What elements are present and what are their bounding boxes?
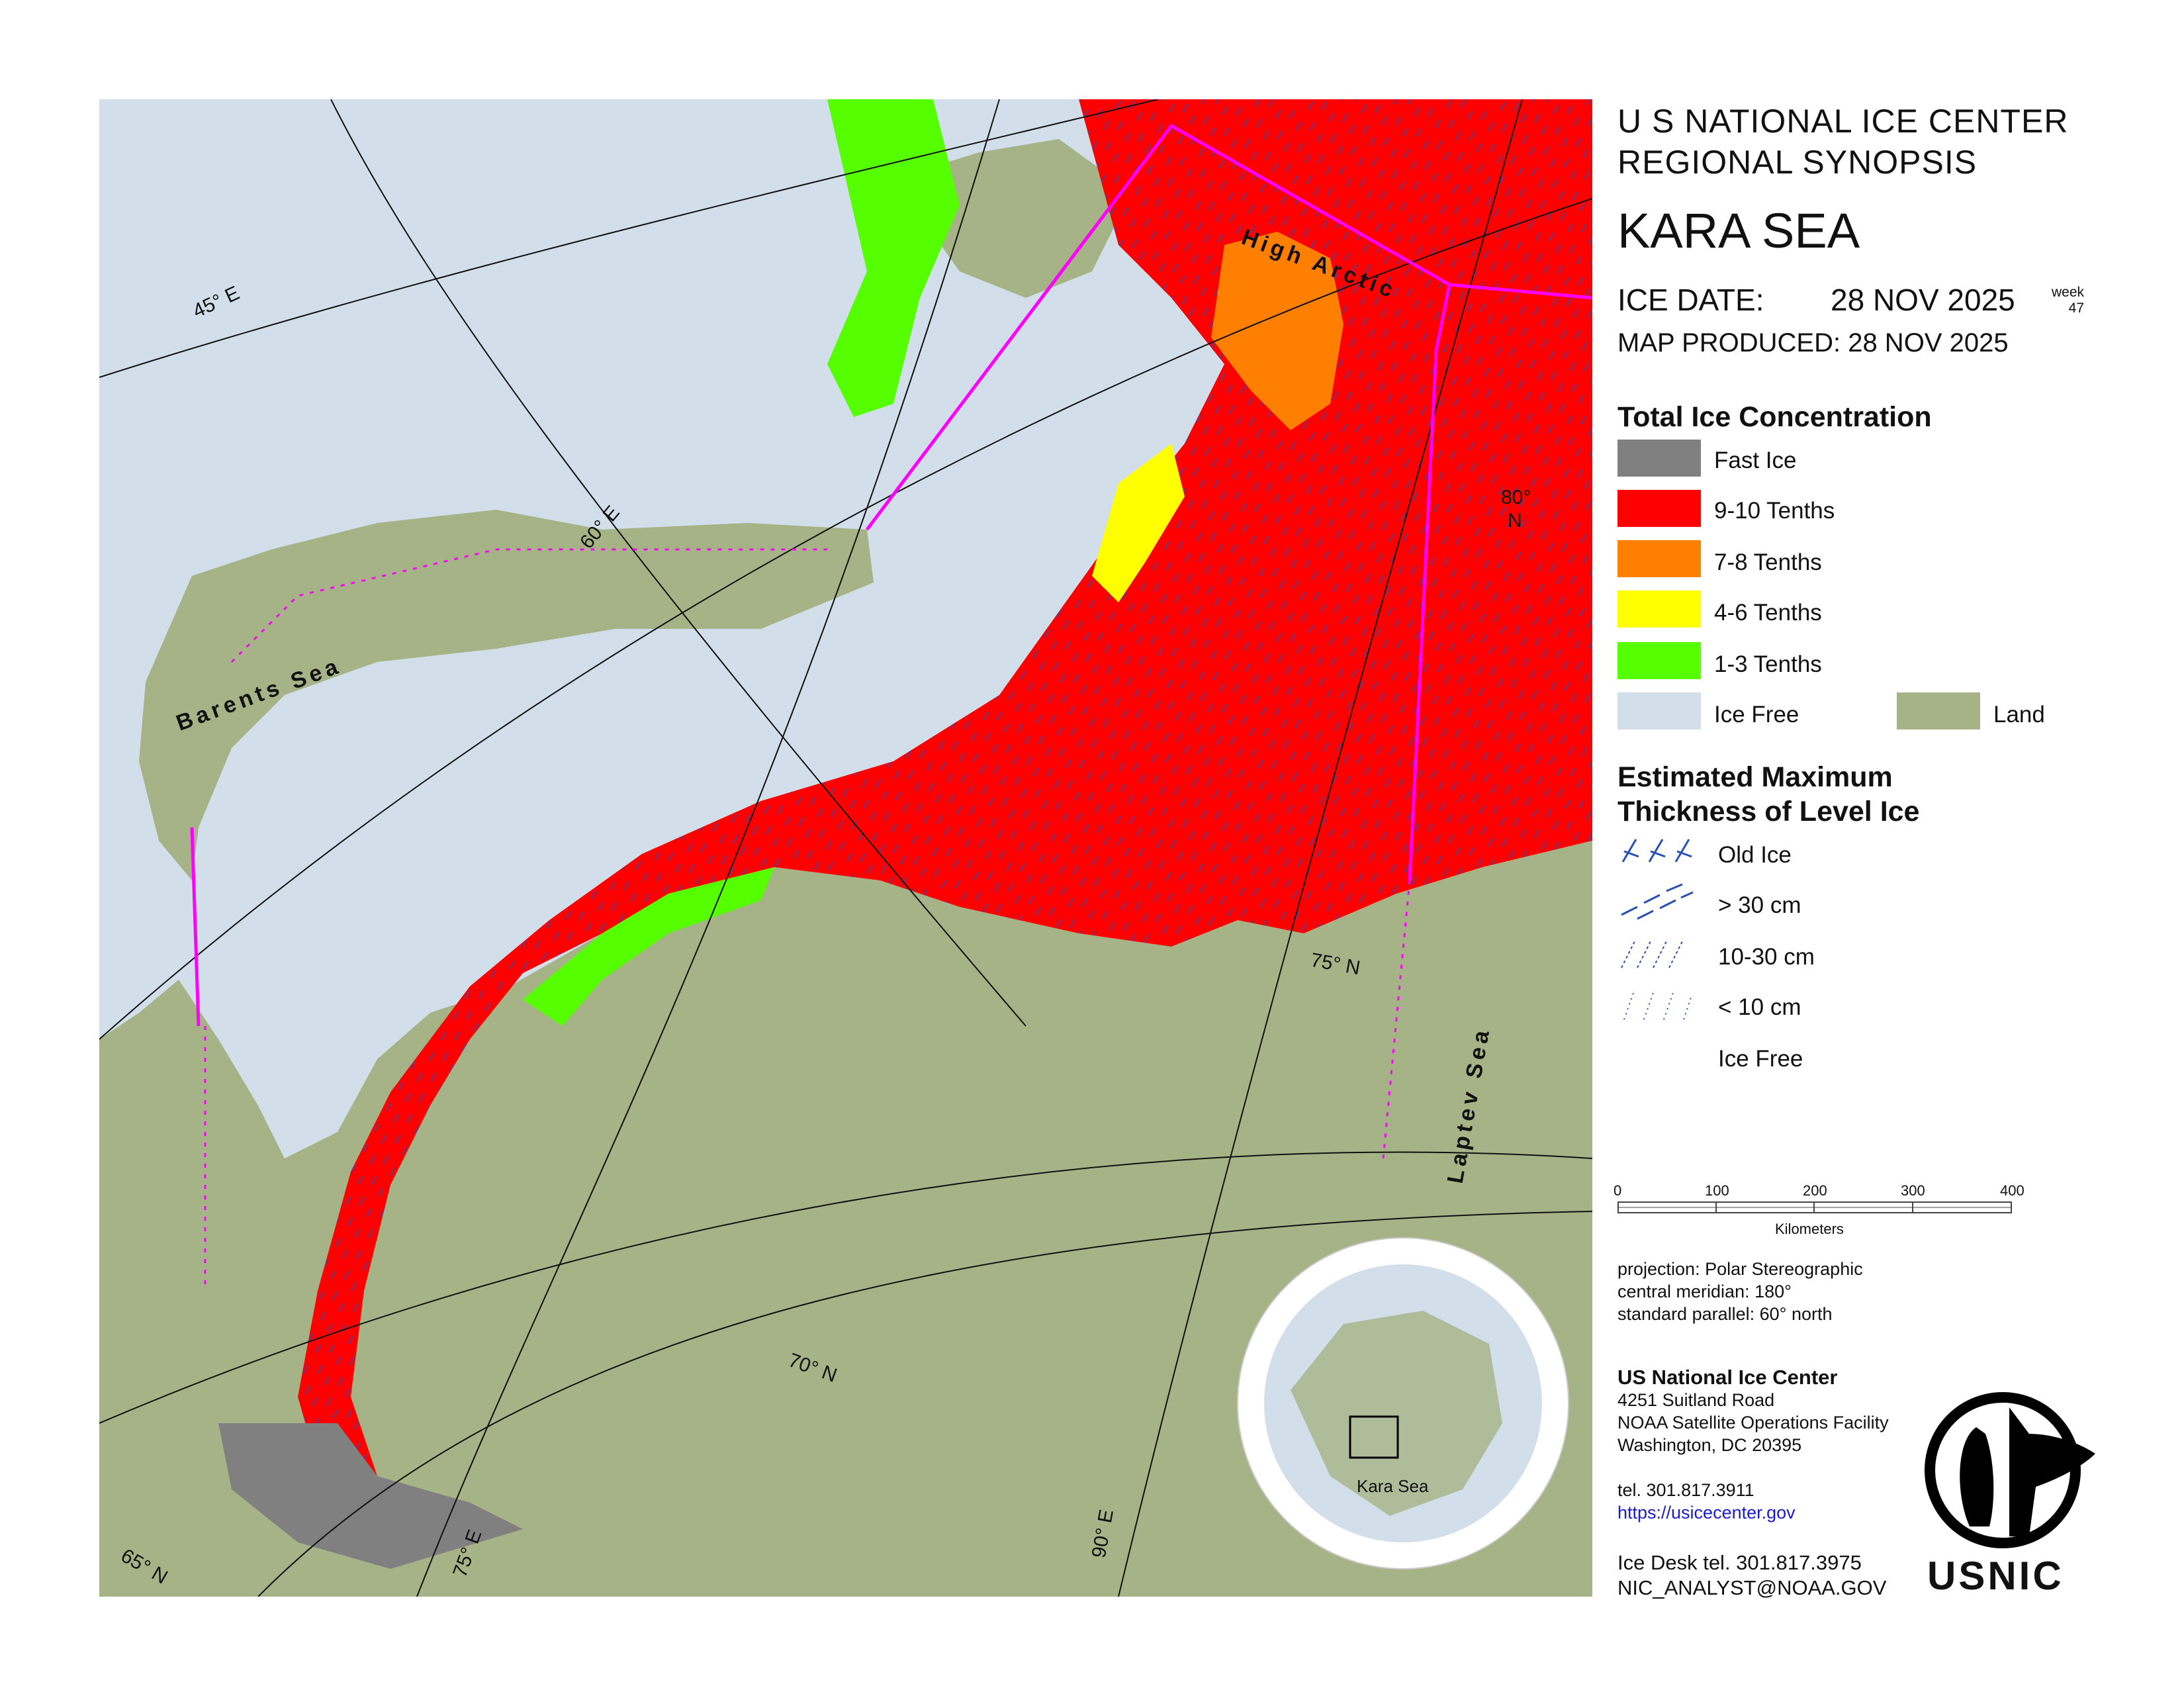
legend-9-10: 9-10 Tenths — [1714, 498, 1835, 524]
pattern-under-10 — [1623, 992, 1692, 1020]
scale-tick-400: 400 — [2000, 1182, 2025, 1199]
ice-desk-tel: Ice Desk tel. 301.817.3975 — [1617, 1551, 1862, 1574]
ice-map[interactable]: Barents Sea High Arctic Laptev Sea 45° E… — [99, 99, 1592, 1597]
legend-7-8: 7-8 Tenths — [1714, 549, 1822, 575]
org-line2: REGIONAL SYNOPSIS — [1617, 144, 1978, 181]
legend-4-6: 4-6 Tenths — [1714, 600, 1822, 626]
legend-old-ice: Old Ice — [1718, 842, 1792, 868]
contact-block: US National Ice Center 4251 Suitland Roa… — [1617, 1366, 1889, 1524]
week-label: week — [2052, 285, 2085, 300]
legend-under-10: < 10 cm — [1718, 994, 1801, 1020]
legend-ice-free: Ice Free — [1714, 702, 1799, 727]
contact-address3: Washington, DC 20395 — [1617, 1435, 1802, 1455]
swatch-4-6 — [1617, 590, 1701, 628]
projection-line1: projection: Polar Stereographic — [1617, 1259, 1863, 1279]
legend-thickness-ice-free: Ice Free — [1718, 1046, 1803, 1072]
contact-address1: 4251 Suitland Road — [1617, 1390, 1775, 1410]
projection-line3: standard parallel: 60° north — [1617, 1304, 1833, 1324]
contact-url-link[interactable]: https://usicecenter.gov — [1617, 1503, 1796, 1523]
pattern-10-30 — [1621, 941, 1683, 968]
swatch-ice-free — [1617, 692, 1701, 729]
ice-date-label: ICE DATE: — [1617, 283, 1764, 317]
graticule — [99, 99, 1592, 1597]
usnic-logo-text: USNIC — [1927, 1554, 2064, 1598]
thickness-title-line2: Thickness of Level Ice — [1617, 796, 1920, 827]
projection-info: projection: Polar Stereographic central … — [1617, 1258, 1863, 1325]
novaya-zemlya — [139, 510, 874, 880]
legend-10-30: 10-30 cm — [1718, 944, 1815, 970]
week-number: 47 — [2068, 301, 2085, 316]
scale-tick-300: 300 — [1901, 1182, 1925, 1199]
ice-desk-block: Ice Desk tel. 301.817.3975 NIC_ANALYST@N… — [1617, 1550, 1886, 1601]
thickness-legend-title: Estimated Maximum Thickness of Level Ice — [1617, 760, 1919, 829]
region-boundaries — [190, 123, 1592, 1027]
projection-line2: central meridian: 180° — [1617, 1282, 1792, 1301]
lat-80-n-label: N — [1508, 510, 1522, 532]
contact-address2: NOAA Satellite Operations Facility — [1617, 1413, 1889, 1432]
contact-name: US National Ice Center — [1617, 1366, 1838, 1389]
lat-80-label: 80° — [1501, 487, 1531, 508]
concentration-legend-title: Total Ice Concentration — [1617, 401, 1932, 433]
org-line1: U S NATIONAL ICE CENTER — [1617, 103, 2069, 140]
usnic-logo: USNIC — [1917, 1387, 2102, 1599]
week-badge: week 47 — [2052, 285, 2084, 316]
legend-land: Land — [1993, 702, 2045, 727]
swatch-9-10 — [1617, 490, 1701, 527]
ice-4-6-tenths — [1092, 444, 1185, 602]
swatch-fast-ice — [1617, 440, 1701, 477]
ice-7-8-tenths — [1211, 232, 1343, 430]
contact-tel: tel. 301.817.3911 — [1617, 1480, 1754, 1500]
swatch-land — [1897, 692, 1980, 729]
region-title: KARA SEA — [1617, 203, 1860, 258]
scale-bar-graphic — [1617, 1201, 2012, 1213]
ice-date-value: 28 NOV 2025 — [1831, 283, 2015, 317]
scale-unit: Kilometers — [1775, 1221, 1844, 1237]
ice-desk-email: NIC_ANALYST@NOAA.GOV — [1617, 1576, 1887, 1599]
legend-fast-ice: Fast Ice — [1714, 447, 1797, 473]
org-title: U S NATIONAL ICE CENTER REGIONAL SYNOPSI… — [1617, 101, 2068, 183]
fast-ice — [218, 1423, 523, 1569]
scale-tick-0: 0 — [1614, 1182, 1622, 1199]
inset-globe — [1237, 1237, 1569, 1570]
swatch-7-8 — [1617, 540, 1701, 577]
ice-map-svg — [99, 99, 1592, 1597]
ice-1-3-tenths-coast — [523, 867, 774, 1026]
dotted-boundaries — [204, 548, 1411, 1291]
ice-1-3-tenths — [827, 99, 960, 417]
scale-tick-200: 200 — [1803, 1182, 1827, 1199]
swatch-1-3 — [1617, 642, 1701, 679]
legend-1-3: 1-3 Tenths — [1714, 651, 1822, 677]
thickness-title-line1: Estimated Maximum — [1617, 761, 1893, 793]
inset-kara-sea-label: Kara Sea — [1357, 1476, 1429, 1496]
pattern-over-30 — [1621, 883, 1694, 920]
map-produced: MAP PRODUCED: 28 NOV 2025 — [1617, 328, 2009, 357]
pattern-old-ice — [1621, 839, 1692, 863]
scale-tick-100: 100 — [1705, 1182, 1729, 1199]
usnic-logo-emblem — [1925, 1392, 2095, 1548]
legend-over-30: > 30 cm — [1718, 892, 1801, 918]
